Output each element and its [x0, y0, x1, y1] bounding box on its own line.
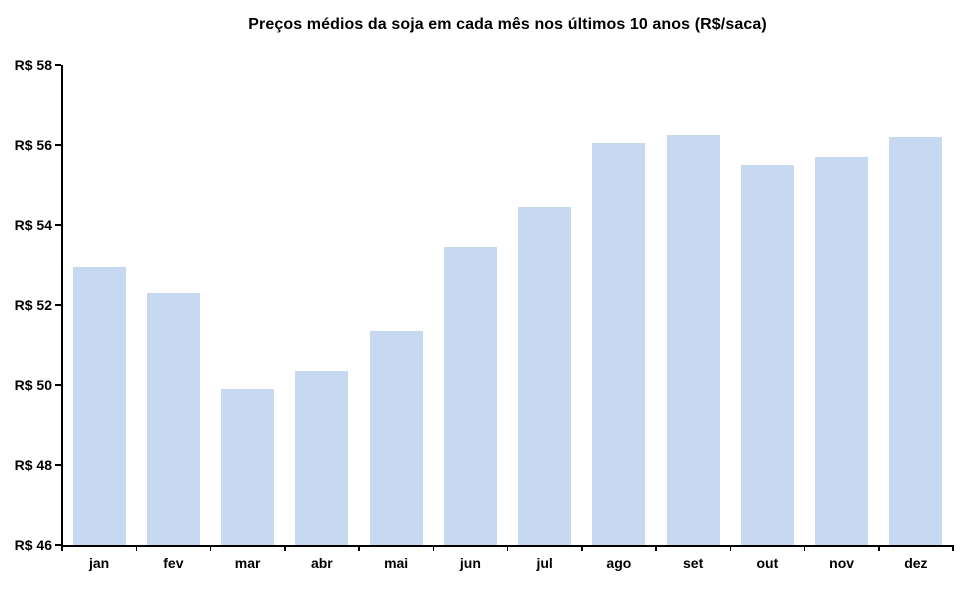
bar-jan: [72, 267, 126, 545]
x-tick-mark: [135, 545, 137, 551]
x-tick-mark: [581, 545, 583, 551]
x-tick-label-mai: mai: [384, 555, 409, 571]
x-tick-mark: [506, 545, 509, 551]
bar-jun: [443, 247, 497, 545]
y-tick-mark: [55, 544, 61, 546]
x-tick-mark: [61, 545, 63, 551]
x-tick-mark: [655, 545, 657, 551]
x-tick-mark: [358, 545, 360, 551]
x-tick-label-fev: fev: [163, 555, 184, 571]
y-tick-mark: [55, 144, 61, 146]
x-tick-label-jul: jul: [536, 555, 553, 571]
y-tick-mark: [55, 64, 61, 66]
x-tick-mark: [878, 545, 880, 551]
x-tick-mark: [803, 545, 806, 551]
bar-out: [740, 165, 794, 545]
y-tick-mark: [55, 224, 61, 226]
bar-dez: [889, 137, 943, 545]
y-tick-label-52: R$ 52: [14, 297, 52, 313]
x-tick-label-dez: dez: [904, 555, 928, 571]
bar-abr: [295, 371, 349, 545]
bar-nov: [815, 157, 869, 545]
bar-ago: [592, 143, 646, 545]
y-tick-mark: [55, 384, 61, 386]
x-tick-label-mar: mar: [234, 555, 261, 571]
x-tick-mark: [432, 545, 434, 551]
x-tick-label-jun: jun: [459, 555, 481, 571]
x-tick-mark: [284, 545, 286, 551]
y-tick-label-58: R$ 58: [14, 57, 52, 73]
bar-fev: [146, 293, 200, 545]
x-tick-mark: [209, 545, 212, 551]
y-tick-label-48: R$ 48: [14, 457, 52, 473]
y-tick-mark: [55, 464, 61, 466]
x-tick-label-ago: ago: [606, 555, 632, 571]
bar-set: [666, 135, 720, 545]
y-tick-label-54: R$ 54: [14, 217, 52, 233]
chart-title: Preços médios da soja em cada mês nos úl…: [248, 16, 767, 33]
y-axis-line: [61, 65, 63, 546]
x-tick-mark: [729, 545, 731, 551]
x-tick-label-nov: nov: [829, 555, 855, 571]
bar-jul: [518, 207, 572, 545]
x-tick-label-set: set: [683, 555, 704, 571]
y-tick-label-46: R$ 46: [14, 537, 52, 553]
x-tick-label-abr: abr: [310, 555, 333, 571]
x-tick-mark: [952, 545, 954, 551]
bar-mai: [369, 331, 423, 545]
y-tick-label-56: R$ 56: [14, 137, 52, 153]
x-tick-label-jan: jan: [89, 555, 110, 571]
x-tick-label-out: out: [756, 555, 779, 571]
y-tick-label-50: R$ 50: [14, 377, 52, 393]
bar-mar: [221, 389, 275, 545]
y-tick-mark: [55, 304, 61, 306]
